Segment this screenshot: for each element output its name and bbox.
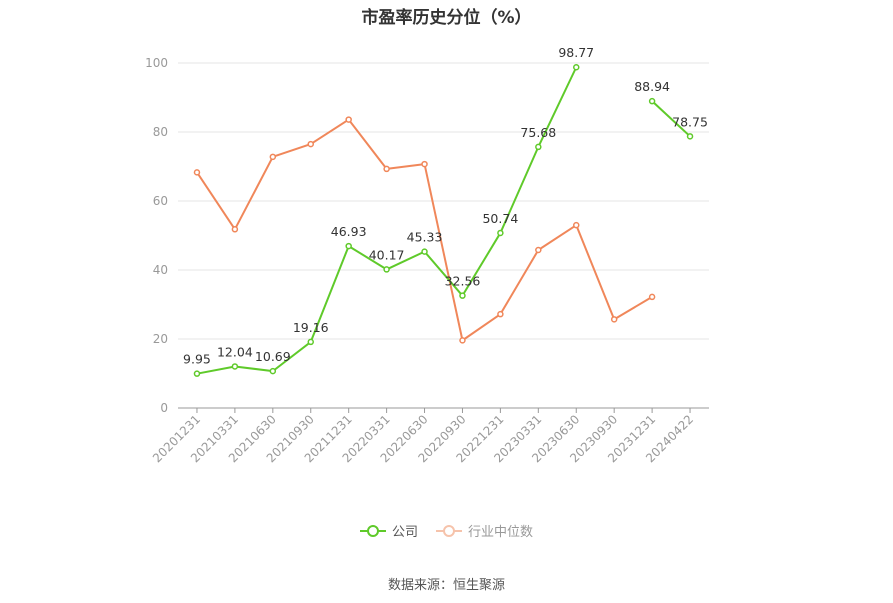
y-tick-label: 40 xyxy=(153,263,168,277)
industry-median-point xyxy=(459,337,466,344)
legend-label: 行业中位数 xyxy=(468,525,534,540)
company-point xyxy=(573,63,580,71)
industry-median-point xyxy=(421,160,428,168)
industry-median-point xyxy=(307,140,314,148)
company-data-label: 10.69 xyxy=(255,349,291,364)
company-data-label: 98.77 xyxy=(558,45,594,60)
company-line xyxy=(651,100,691,138)
industry-median-point xyxy=(573,221,580,229)
company-data-label: 12.04 xyxy=(217,344,253,359)
company-point xyxy=(648,97,656,105)
company-point xyxy=(686,133,694,140)
industry-median-point xyxy=(497,310,504,318)
legend-label: 公司 xyxy=(391,525,418,540)
company-data-label: 50.74 xyxy=(482,211,518,226)
y-tick-label: 20 xyxy=(153,332,168,346)
company-data-label: 75.68 xyxy=(520,125,556,140)
company-data-label: 32.56 xyxy=(445,274,481,289)
industry-median-point xyxy=(231,226,239,233)
chart-title: 市盈率历史分位（%） xyxy=(361,8,532,28)
legend-item[interactable]: 行业中位数 xyxy=(436,521,533,540)
company-point xyxy=(535,143,542,151)
y-tick-label: 80 xyxy=(153,125,168,139)
data-source: 数据来源：恒生聚源 xyxy=(387,578,505,593)
legend-item[interactable]: 公司 xyxy=(359,521,418,540)
company-point xyxy=(307,338,314,346)
company-point xyxy=(383,266,390,273)
company-line xyxy=(196,66,578,375)
chart-legend: 公司 行业中位数 xyxy=(0,521,893,540)
y-tick-label: 60 xyxy=(153,194,168,208)
company-point xyxy=(459,292,466,299)
company-data-label: 9.95 xyxy=(183,352,211,367)
legend-marker-icon xyxy=(359,524,386,538)
company-point xyxy=(345,242,352,250)
company-point xyxy=(193,370,201,377)
company-data-label: 78.75 xyxy=(672,114,708,129)
industry-median-point xyxy=(269,153,277,161)
company-point xyxy=(231,363,239,370)
company-point xyxy=(497,229,504,237)
industry-median-point xyxy=(345,116,352,123)
industry-median-point xyxy=(535,246,542,254)
industry-median-point xyxy=(648,293,656,301)
industry-median-point xyxy=(610,316,618,323)
company-data-label: 19.16 xyxy=(293,320,329,335)
y-tick-label: 0 xyxy=(160,401,168,415)
company-data-label: 45.33 xyxy=(407,230,443,245)
y-tick-label: 100 xyxy=(145,56,168,70)
company-point xyxy=(269,367,277,375)
industry-median-point xyxy=(383,165,390,173)
legend-marker-icon xyxy=(436,524,462,538)
company-point xyxy=(421,248,428,255)
company-data-label: 40.17 xyxy=(369,247,405,262)
company-data-label: 46.93 xyxy=(331,224,367,239)
industry-median-point xyxy=(193,169,201,176)
company-data-label: 88.94 xyxy=(634,79,670,94)
